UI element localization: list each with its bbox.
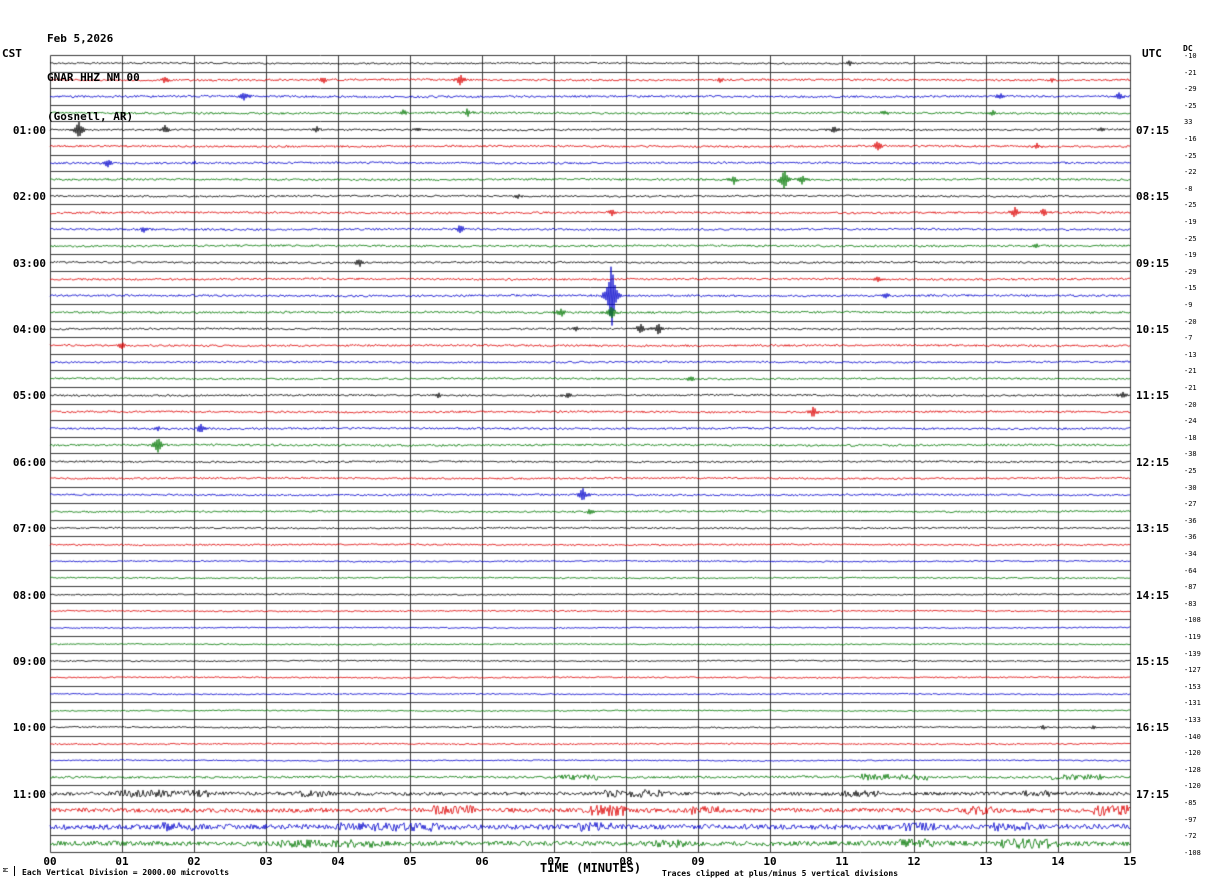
header-station: GNAR HHZ NM 00 [47, 71, 140, 84]
division-scale-mark [14, 866, 15, 876]
header-block: Feb 5,2026 GNAR HHZ NM 00 (Gosnell, AR) [47, 6, 140, 149]
header-date: Feb 5,2026 [47, 32, 114, 45]
footer-clip-note: Traces clipped at plus/minus 5 vertical … [662, 869, 899, 878]
x-axis-title: TIME (MINUTES) [540, 861, 642, 875]
corner-mark: M [2, 867, 10, 872]
dc-column-label: DC [1183, 44, 1193, 53]
footer-scale-note: Each Vertical Division = 2000.00 microvo… [22, 868, 230, 877]
left-axis-title: CST [2, 47, 22, 60]
header-location: (Gosnell, AR) [47, 110, 134, 123]
right-axis-title: UTC [1142, 47, 1162, 60]
